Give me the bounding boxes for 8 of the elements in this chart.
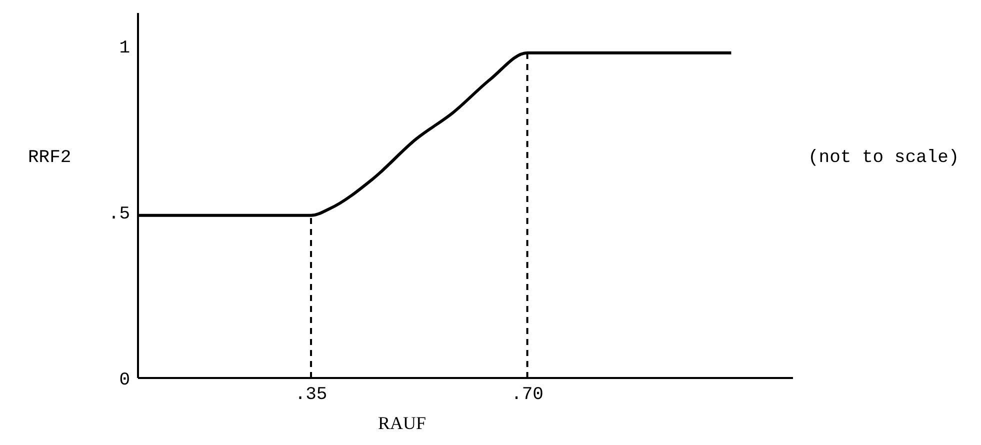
y-axis-title: RRF2 — [28, 148, 72, 168]
y-tick-label: 1 — [119, 38, 130, 59]
x-tick-label: .35 — [294, 384, 328, 405]
y-tick-label: .5 — [108, 204, 130, 224]
y-tick-label: 0 — [119, 370, 130, 390]
text: (not to scale) — [808, 148, 960, 168]
x-tick-label: .70 — [511, 384, 544, 405]
x-axis-title: RAUF — [378, 413, 426, 434]
